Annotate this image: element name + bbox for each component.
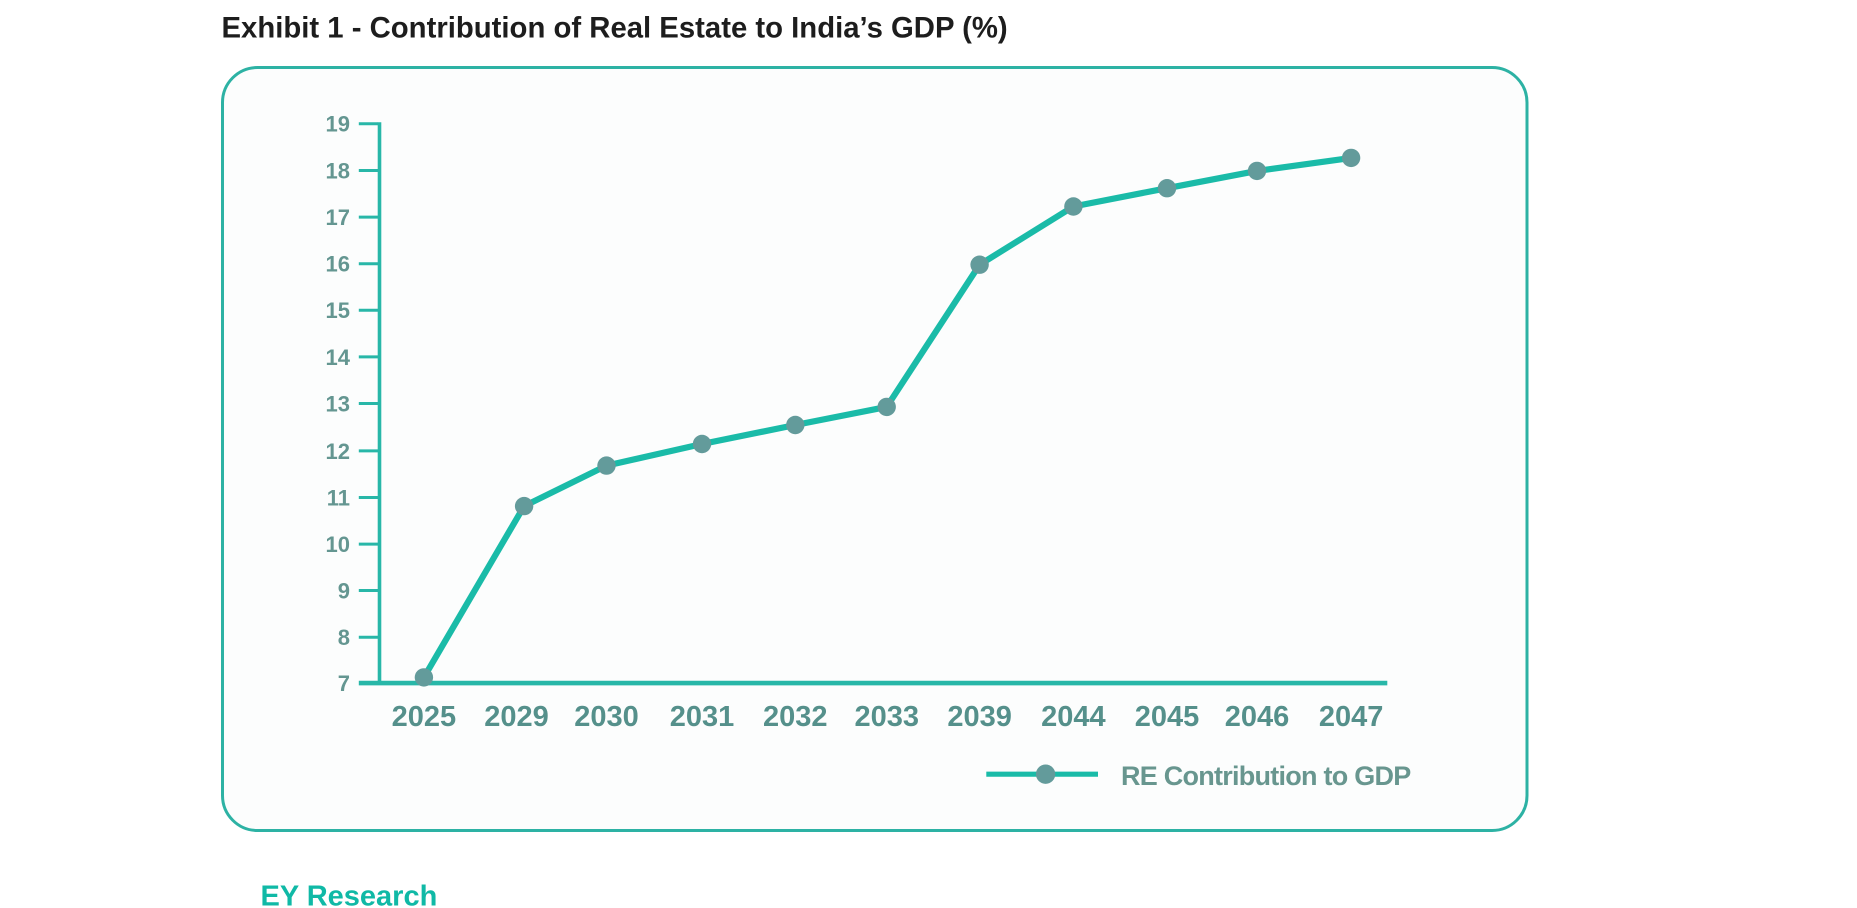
svg-text:8: 8 xyxy=(338,625,350,650)
svg-text:12: 12 xyxy=(326,439,350,464)
svg-text:16: 16 xyxy=(326,252,350,277)
svg-text:Exhibit 1 - Contribution of Re: Exhibit 1 - Contribution of Real Estate … xyxy=(222,11,1008,44)
svg-text:EY Research: EY Research xyxy=(261,881,438,908)
svg-text:RE Contribution to GDP: RE Contribution to GDP xyxy=(1121,761,1411,791)
svg-text:2047: 2047 xyxy=(1319,701,1384,733)
svg-text:2029: 2029 xyxy=(484,701,549,733)
svg-text:2031: 2031 xyxy=(670,701,735,733)
svg-text:15: 15 xyxy=(326,298,350,323)
svg-text:7: 7 xyxy=(338,671,350,696)
svg-text:2045: 2045 xyxy=(1135,701,1200,733)
svg-text:2025: 2025 xyxy=(392,701,457,733)
svg-text:2032: 2032 xyxy=(763,701,828,733)
svg-text:9: 9 xyxy=(338,578,350,603)
svg-text:18: 18 xyxy=(326,158,350,183)
svg-text:14: 14 xyxy=(326,345,351,370)
svg-text:11: 11 xyxy=(327,485,350,510)
svg-text:13: 13 xyxy=(326,391,350,416)
svg-text:2046: 2046 xyxy=(1225,701,1290,733)
svg-text:17: 17 xyxy=(326,205,350,230)
svg-text:2044: 2044 xyxy=(1041,701,1106,733)
svg-text:19: 19 xyxy=(326,112,350,137)
svg-text:2039: 2039 xyxy=(947,701,1012,733)
svg-text:10: 10 xyxy=(326,532,350,557)
svg-text:2033: 2033 xyxy=(854,701,919,733)
svg-text:2030: 2030 xyxy=(574,701,639,733)
